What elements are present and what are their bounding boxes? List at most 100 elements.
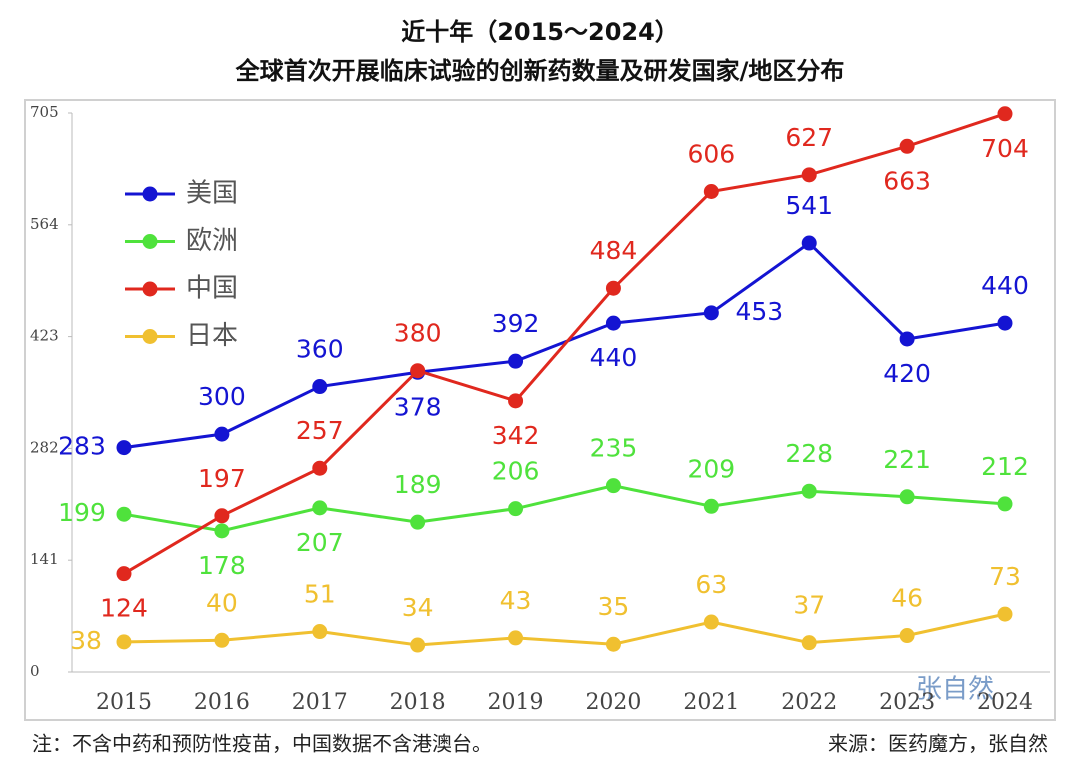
- legend-label: 美国: [186, 179, 238, 209]
- data-point: [801, 483, 817, 499]
- x-tick-label: 2016: [194, 690, 250, 715]
- chart-frame: [24, 99, 1056, 721]
- data-point: [508, 353, 524, 369]
- x-tick-label: 2020: [585, 690, 641, 715]
- data-point: [312, 460, 328, 476]
- data-label: 178: [198, 551, 246, 580]
- legend-marker: [142, 186, 158, 202]
- data-point: [899, 489, 915, 505]
- data-label: 199: [58, 498, 106, 527]
- legend-label: 欧洲: [186, 226, 238, 256]
- data-label: 37: [793, 591, 825, 620]
- data-point: [703, 614, 719, 630]
- data-point: [997, 106, 1013, 122]
- x-tick-label: 2018: [390, 690, 446, 715]
- y-tick-label: 0: [30, 662, 40, 680]
- data-label: 360: [296, 335, 344, 364]
- data-point: [899, 628, 915, 644]
- data-point: [605, 315, 621, 331]
- data-point: [508, 630, 524, 646]
- legend-marker: [142, 234, 158, 249]
- data-point: [703, 498, 719, 514]
- data-point: [801, 167, 817, 183]
- data-label: 235: [590, 434, 638, 463]
- data-point: [214, 426, 230, 442]
- y-tick-label: 423: [30, 327, 59, 345]
- data-point: [214, 523, 230, 539]
- data-label: 440: [981, 271, 1029, 300]
- data-label: 221: [883, 445, 931, 474]
- data-label: 704: [981, 134, 1029, 163]
- data-point: [410, 637, 426, 653]
- data-label: 257: [296, 416, 344, 445]
- chart-subtitle: 全球首次开展临床试验的创新药数量及研发国家/地区分布: [235, 57, 845, 85]
- data-label: 541: [785, 191, 833, 220]
- data-label: 484: [590, 236, 638, 265]
- data-label: 453: [735, 297, 783, 326]
- data-point: [508, 501, 524, 517]
- data-point: [116, 506, 132, 522]
- data-label: 342: [492, 421, 540, 450]
- legend-marker: [142, 329, 158, 344]
- y-tick-label: 141: [30, 550, 59, 568]
- data-label: 51: [304, 580, 336, 609]
- data-label: 212: [981, 452, 1029, 481]
- data-label: 43: [500, 586, 532, 615]
- data-label: 46: [891, 584, 923, 613]
- data-point: [312, 500, 328, 516]
- data-label: 197: [198, 464, 246, 493]
- data-label: 627: [785, 123, 833, 152]
- source: 来源：医药魔方，张自然: [828, 732, 1048, 756]
- data-point: [997, 315, 1013, 331]
- data-label: 207: [296, 528, 344, 557]
- y-tick-label: 564: [30, 215, 59, 233]
- y-tick-label: 282: [30, 438, 59, 456]
- data-point: [605, 478, 621, 494]
- data-label: 63: [695, 570, 727, 599]
- data-label: 606: [687, 139, 735, 168]
- data-label: 40: [206, 588, 238, 617]
- data-label: 283: [58, 432, 106, 461]
- x-tick-label: 2015: [96, 690, 152, 715]
- data-point: [214, 508, 230, 524]
- data-label: 209: [687, 454, 735, 483]
- note: 注：不含中药和预防性疫苗，中国数据不含港澳台。: [32, 732, 492, 756]
- data-point: [312, 379, 328, 395]
- legend-marker: [142, 281, 158, 297]
- legend-label: 日本: [186, 321, 238, 351]
- data-point: [116, 634, 132, 650]
- data-label: 228: [785, 439, 833, 468]
- x-tick-label: 2024: [977, 690, 1033, 715]
- series-line: [123, 241, 1006, 450]
- data-point: [410, 514, 426, 530]
- data-point: [801, 235, 817, 251]
- data-label: 38: [70, 626, 102, 655]
- data-point: [703, 183, 719, 199]
- data-point: [605, 280, 621, 296]
- data-label: 34: [402, 593, 434, 622]
- x-tick-label: 2019: [488, 690, 544, 715]
- data-label: 189: [394, 470, 442, 499]
- data-label: 420: [883, 359, 931, 388]
- data-label: 380: [394, 319, 442, 348]
- x-tick-label: 2017: [292, 690, 348, 715]
- series-line: [123, 484, 1006, 533]
- data-point: [703, 305, 719, 321]
- legend-label: 中国: [186, 274, 238, 304]
- data-point: [410, 363, 426, 379]
- data-label: 663: [883, 166, 931, 195]
- data-label: 124: [100, 594, 148, 623]
- data-label: 35: [598, 592, 630, 621]
- x-tick-label: 2021: [683, 690, 739, 715]
- x-tick-label: 2023: [879, 690, 935, 715]
- data-point: [214, 632, 230, 648]
- data-point: [899, 331, 915, 347]
- data-label: 378: [394, 392, 442, 421]
- series-line: [123, 112, 1006, 575]
- data-label: 392: [492, 309, 540, 338]
- x-tick-label: 2022: [781, 690, 837, 715]
- watermark: 张自然: [916, 675, 994, 705]
- y-tick-label: 705: [30, 103, 59, 121]
- data-label: 440: [590, 343, 638, 372]
